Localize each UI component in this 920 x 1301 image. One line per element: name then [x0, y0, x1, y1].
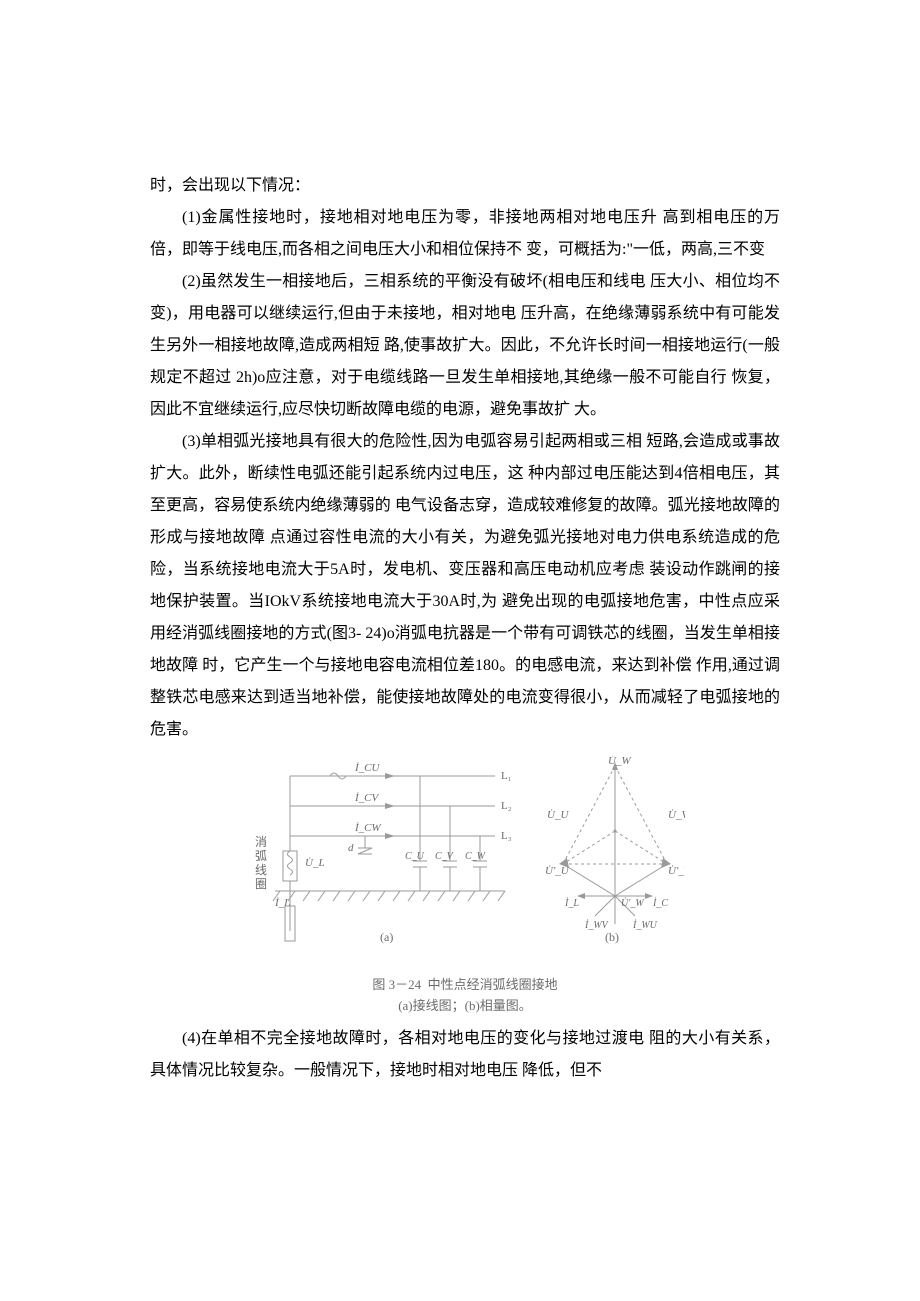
- label-iwu: İ_WU: [632, 919, 658, 931]
- panel-a: İ_CU İ_CV İ_CW L₁ L₂ L₃ U̇_L İ_L 消: [255, 762, 512, 944]
- label-cu: C_U: [405, 851, 425, 862]
- paragraph-3: (3)单相弧光接地具有很大的危险性,因为电弧容易引起两相或三相 短路,会造成或事…: [150, 426, 780, 746]
- paragraph-1: (1)金属性接地时，接地相对地电压为零，非接地两相对地电压升 高到相电压的万倍，…: [150, 202, 780, 266]
- label-icv: İ_CV: [354, 792, 380, 804]
- label-icu: İ_CU: [354, 762, 381, 774]
- label-icw: İ_CW: [354, 822, 382, 834]
- label-coil-3: 线: [255, 863, 267, 877]
- paragraph-lead: 时，会出现以下情况：: [150, 170, 780, 202]
- label-l3: L₃: [501, 830, 512, 842]
- label-cw: C_W: [465, 851, 487, 862]
- label-uup: U̇'_U: [545, 865, 570, 877]
- label-uwp: U̇'_W: [621, 897, 645, 909]
- label-coil-1: 消: [255, 835, 267, 849]
- figure-3-24: İ_CU İ_CV İ_CW L₁ L₂ L₃ U̇_L İ_L 消: [150, 756, 780, 1017]
- label-d: d: [348, 842, 354, 854]
- label-coil-2: 弧: [255, 849, 267, 863]
- panel-b: U̇_W U̇_U U̇_V U̇'_U U̇'_V U̇'_W İ_L İ_W…: [545, 756, 685, 944]
- label-il2: İ_L: [564, 897, 579, 909]
- label-il: İ_L: [274, 897, 290, 909]
- figure-title: 中性点经消弧线圈接地: [428, 977, 558, 992]
- figure-caption: 图 3－24 中性点经消弧线圈接地 (a)接线图；(b)相量图。: [245, 975, 685, 1017]
- label-l2: L₂: [501, 800, 512, 812]
- label-cv: C_V: [435, 851, 455, 862]
- paragraph-2: (2)虽然发生一相接地后，三相系统的平衡没有破坏(相电压和线电 压大小、相位均不…: [150, 266, 780, 426]
- paragraph-4: (4)在单相不完全接地故障时，各相对地电压的变化与接地过渡电 阻的大小有关系，具…: [150, 1023, 780, 1087]
- cap-v: C_V: [435, 806, 457, 891]
- cap-w: C_W: [465, 836, 487, 891]
- figure-svg: İ_CU İ_CV İ_CW L₁ L₂ L₃ U̇_L İ_L 消: [245, 756, 685, 966]
- label-ic: İ_C: [652, 897, 668, 909]
- label-uw: U̇_W: [608, 756, 631, 767]
- ground-hatch: [273, 891, 505, 901]
- figure-subtitle: (a)接线图；(b)相量图。: [398, 998, 532, 1013]
- label-uvp: U̇'_V: [668, 865, 685, 877]
- label-uu: U̇_U: [547, 809, 569, 821]
- label-coil-4: 圈: [255, 877, 267, 891]
- label-uv: U̇_V: [668, 809, 685, 821]
- panel-a-label: (a): [380, 930, 393, 944]
- cap-u: C_U: [405, 776, 427, 891]
- panel-b-label: (b): [605, 930, 619, 944]
- page: 时，会出现以下情况： (1)金属性接地时，接地相对地电压为零，非接地两相对地电压…: [0, 0, 920, 1147]
- figure-number: 图 3－24: [372, 977, 421, 992]
- label-ul: U̇_L: [305, 857, 325, 869]
- label-l1: L₁: [501, 770, 512, 782]
